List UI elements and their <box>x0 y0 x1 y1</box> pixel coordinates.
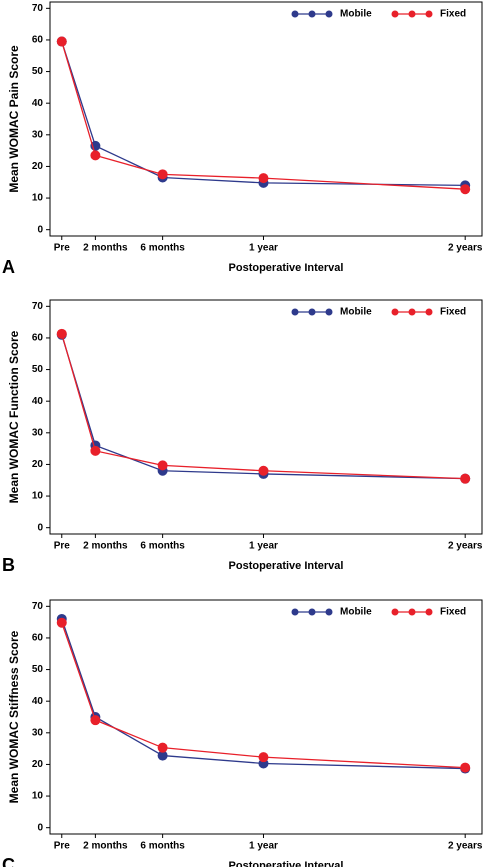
y-tick-label: 50 <box>32 66 44 77</box>
legend-label: Mobile <box>340 9 372 20</box>
panel-label: C <box>2 855 15 867</box>
plot-frame <box>49 599 483 835</box>
y-tick-label: 30 <box>32 129 44 140</box>
x-axis-title: Postoperative Interval <box>229 860 344 867</box>
series-line <box>61 333 466 480</box>
x-axis-title: Postoperative Interval <box>229 262 344 274</box>
legend-marker <box>425 608 433 616</box>
legend-marker <box>308 308 316 316</box>
point <box>157 750 168 761</box>
legend-marker <box>291 308 299 316</box>
legend-marker <box>325 608 333 616</box>
legend-label: Fixed <box>440 9 466 20</box>
legend-marker <box>391 10 399 18</box>
y-tick-label: 30 <box>32 727 44 738</box>
legend-marker <box>291 10 299 18</box>
y-axis-title: Mean WOMAC Pain Score <box>7 45 21 193</box>
point <box>157 169 168 180</box>
x-tick-label: 2 months <box>83 841 128 852</box>
x-tick-label: 2 months <box>83 541 128 552</box>
x-tick-label: 1 year <box>249 243 278 254</box>
plot-frame <box>49 1 483 237</box>
legend-label: Fixed <box>440 307 466 318</box>
x-tick-label: Pre <box>54 841 71 852</box>
y-tick-label: 50 <box>32 664 44 675</box>
y-tick-label: 70 <box>32 301 44 312</box>
y-tick-label: 70 <box>32 601 44 612</box>
y-tick-label: 30 <box>32 427 44 438</box>
x-axis-title: Postoperative Interval <box>229 560 344 572</box>
legend-label: Mobile <box>340 607 372 618</box>
y-tick-label: 60 <box>32 333 44 344</box>
point <box>157 460 168 471</box>
y-tick-label: 0 <box>37 522 43 533</box>
point <box>56 617 67 628</box>
legend-marker <box>391 608 399 616</box>
point <box>258 752 269 763</box>
y-tick-label: 0 <box>37 224 43 235</box>
x-tick-label: Pre <box>54 541 71 552</box>
legend-marker <box>325 10 333 18</box>
legend-marker <box>425 308 433 316</box>
y-tick-label: 40 <box>32 396 44 407</box>
x-tick-label: 2 years <box>448 841 483 852</box>
x-tick-label: 6 months <box>140 841 185 852</box>
legend-marker <box>425 10 433 18</box>
y-tick-label: 10 <box>32 491 44 502</box>
legend-label: Mobile <box>340 307 372 318</box>
panel-label: A <box>2 257 15 277</box>
x-tick-label: 6 months <box>140 541 185 552</box>
point <box>90 445 101 456</box>
series-line <box>61 622 466 769</box>
x-tick-label: 2 years <box>448 243 483 254</box>
legend-marker <box>308 608 316 616</box>
point <box>460 473 471 484</box>
y-tick-label: 10 <box>32 791 44 802</box>
y-tick-label: 50 <box>32 364 44 375</box>
y-tick-label: 20 <box>32 161 44 172</box>
point <box>460 184 471 195</box>
x-tick-label: Pre <box>54 243 71 254</box>
legend-marker <box>408 10 416 18</box>
y-tick-label: 0 <box>37 822 43 833</box>
y-tick-label: 20 <box>32 459 44 470</box>
legend-marker <box>408 308 416 316</box>
x-tick-label: 1 year <box>249 541 278 552</box>
legend-label: Fixed <box>440 607 466 618</box>
y-tick-label: 60 <box>32 35 44 46</box>
point <box>460 762 471 773</box>
y-tick-label: 40 <box>32 98 44 109</box>
y-axis-title: Mean WOMAC Function Score <box>7 330 21 503</box>
y-tick-label: 60 <box>32 633 44 644</box>
point <box>56 36 67 47</box>
legend-marker <box>325 308 333 316</box>
series-line <box>61 41 466 187</box>
legend-marker <box>408 608 416 616</box>
series-line <box>61 41 466 190</box>
point <box>56 328 67 339</box>
x-tick-label: 2 months <box>83 243 128 254</box>
point <box>258 173 269 184</box>
point <box>157 742 168 753</box>
point <box>90 150 101 161</box>
panel-label: B <box>2 555 15 575</box>
x-tick-label: 1 year <box>249 841 278 852</box>
y-tick-label: 70 <box>32 3 44 14</box>
point <box>258 465 269 476</box>
series-line <box>61 618 466 770</box>
plot-frame <box>49 299 483 535</box>
y-tick-label: 10 <box>32 193 44 204</box>
legend-marker <box>391 308 399 316</box>
y-tick-label: 20 <box>32 759 44 770</box>
legend-marker <box>308 10 316 18</box>
x-tick-label: 6 months <box>140 243 185 254</box>
x-tick-label: 2 years <box>448 541 483 552</box>
point <box>90 715 101 726</box>
y-tick-label: 40 <box>32 696 44 707</box>
legend-marker <box>291 608 299 616</box>
y-axis-title: Mean WOMAC Stiffness Score <box>7 630 21 803</box>
